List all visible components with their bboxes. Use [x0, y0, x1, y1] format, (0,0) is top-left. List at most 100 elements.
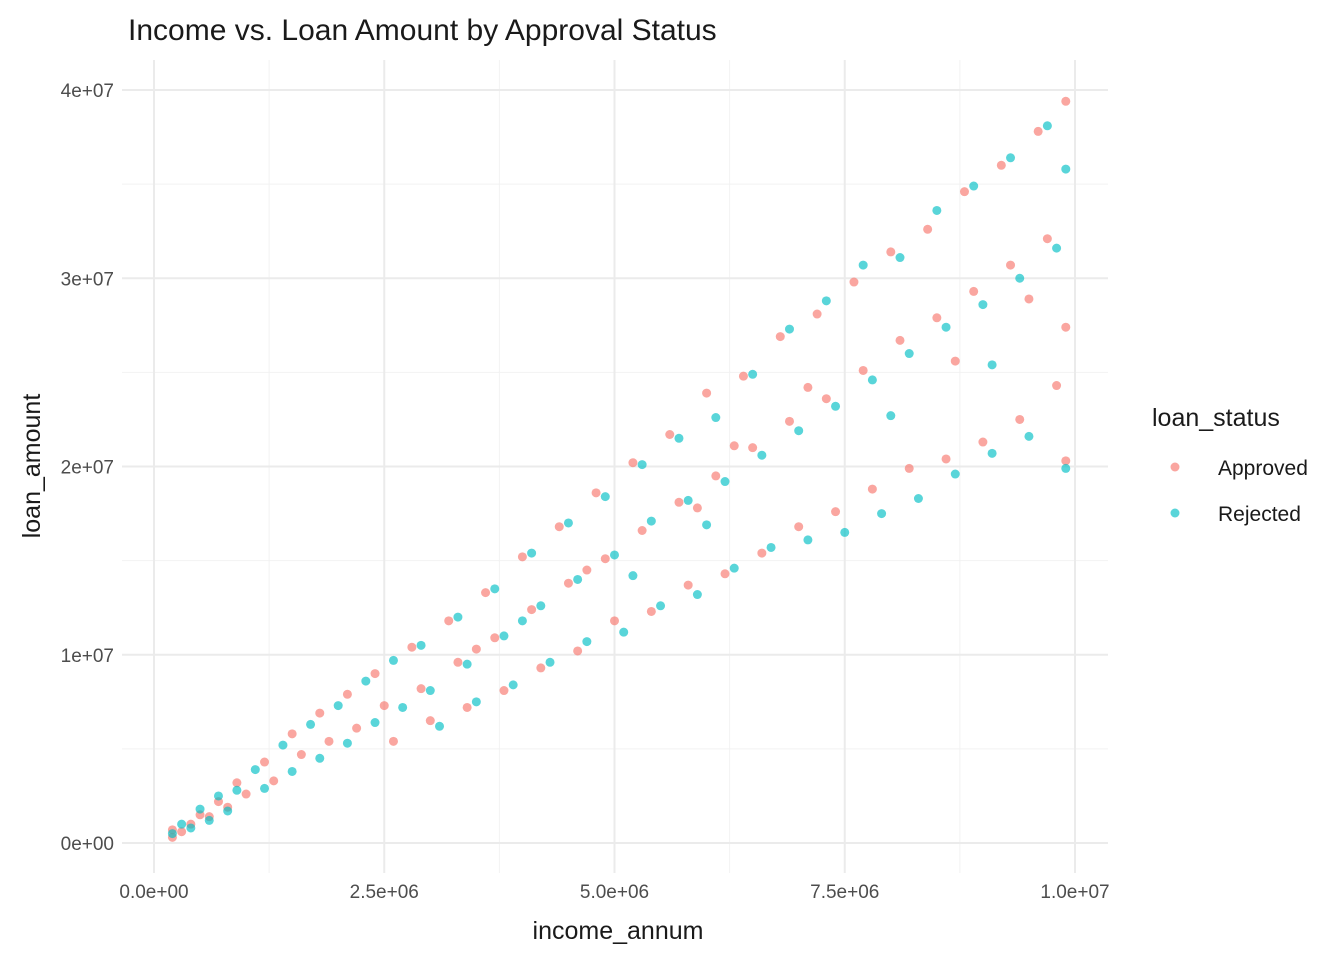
point-rejected — [1042, 121, 1052, 131]
point-approved — [177, 827, 187, 837]
point-approved — [904, 463, 914, 473]
point-approved — [1061, 322, 1071, 332]
point-approved — [720, 569, 730, 579]
point-rejected — [674, 433, 684, 443]
point-rejected — [573, 574, 583, 584]
point-rejected — [490, 584, 500, 594]
point-rejected — [757, 450, 767, 460]
y-axis-label: loan_amount — [18, 394, 46, 539]
point-rejected — [692, 590, 702, 600]
legend-marker-approved — [1170, 462, 1180, 472]
x-tick-label: 7.5e+06 — [810, 882, 879, 903]
point-approved — [407, 642, 417, 652]
point-rejected — [425, 686, 435, 696]
point-rejected — [1015, 273, 1025, 283]
point-rejected — [213, 791, 223, 801]
y-tick-label: 3e+07 — [61, 269, 114, 290]
y-tick-label: 2e+07 — [61, 458, 114, 479]
point-approved — [1042, 234, 1052, 244]
point-approved — [342, 689, 352, 699]
point-rejected — [462, 659, 472, 669]
point-approved — [923, 224, 933, 234]
point-rejected — [278, 740, 288, 750]
y-tick-label: 4e+07 — [61, 81, 114, 102]
point-approved — [849, 277, 859, 287]
grid-lines — [122, 60, 1108, 873]
point-rejected — [932, 205, 942, 215]
point-approved — [388, 736, 398, 746]
point-approved — [499, 686, 509, 696]
chart-title: Income vs. Loan Amount by Approval Statu… — [128, 14, 717, 47]
point-approved — [646, 606, 656, 616]
point-rejected — [748, 369, 758, 379]
point-rejected — [370, 718, 380, 728]
point-approved — [628, 458, 638, 468]
point-rejected — [1052, 243, 1062, 253]
point-approved — [978, 437, 988, 447]
point-approved — [812, 309, 822, 319]
point-rejected — [260, 783, 270, 793]
point-rejected — [186, 823, 196, 833]
point-rejected — [646, 516, 656, 526]
point-rejected — [416, 640, 426, 650]
point-rejected — [702, 520, 712, 530]
point-approved — [711, 471, 721, 481]
point-approved — [794, 522, 804, 532]
x-tick-label: 2.5e+06 — [350, 882, 419, 903]
point-approved — [453, 657, 463, 667]
point-rejected — [803, 535, 813, 545]
point-approved — [416, 684, 426, 694]
point-approved — [821, 394, 831, 404]
point-approved — [757, 548, 767, 558]
point-rejected — [941, 322, 951, 332]
y-tick-label: 0e+00 — [61, 834, 114, 855]
point-approved — [1006, 260, 1016, 270]
point-rejected — [895, 253, 905, 263]
point-rejected — [877, 509, 887, 519]
point-approved — [969, 286, 979, 296]
point-approved — [941, 454, 951, 464]
point-approved — [867, 484, 877, 494]
point-rejected — [1061, 164, 1071, 174]
point-rejected — [950, 469, 960, 479]
point-approved — [481, 588, 491, 598]
point-rejected — [333, 701, 343, 711]
point-rejected — [1024, 431, 1034, 441]
point-rejected — [978, 300, 988, 310]
point-approved — [950, 356, 960, 366]
point-rejected — [536, 601, 546, 611]
point-rejected — [177, 819, 187, 829]
point-rejected — [582, 637, 592, 647]
point-rejected — [858, 260, 868, 270]
point-approved — [674, 497, 684, 507]
point-approved — [462, 702, 472, 712]
point-approved — [1024, 294, 1034, 304]
point-approved — [886, 247, 896, 257]
point-rejected — [619, 627, 629, 637]
point-rejected — [720, 477, 730, 487]
point-approved — [591, 488, 601, 498]
point-approved — [692, 503, 702, 513]
point-approved — [831, 507, 841, 517]
x-axis-label: income_annum — [533, 917, 704, 945]
point-rejected — [1006, 153, 1016, 163]
legend-title: loan_status — [1152, 404, 1280, 432]
point-rejected — [867, 375, 877, 385]
point-approved — [803, 382, 813, 392]
point-approved — [738, 371, 748, 381]
point-approved — [1052, 381, 1062, 391]
point-approved — [260, 757, 270, 767]
point-approved — [665, 429, 675, 439]
legend-marker-rejected — [1170, 508, 1180, 518]
point-approved — [932, 313, 942, 323]
point-approved — [996, 160, 1006, 170]
point-approved — [959, 187, 969, 197]
point-rejected — [656, 601, 666, 611]
point-approved — [600, 554, 610, 564]
point-approved — [582, 565, 592, 575]
point-rejected — [610, 550, 619, 560]
point-rejected — [527, 548, 537, 558]
point-rejected — [913, 494, 923, 504]
